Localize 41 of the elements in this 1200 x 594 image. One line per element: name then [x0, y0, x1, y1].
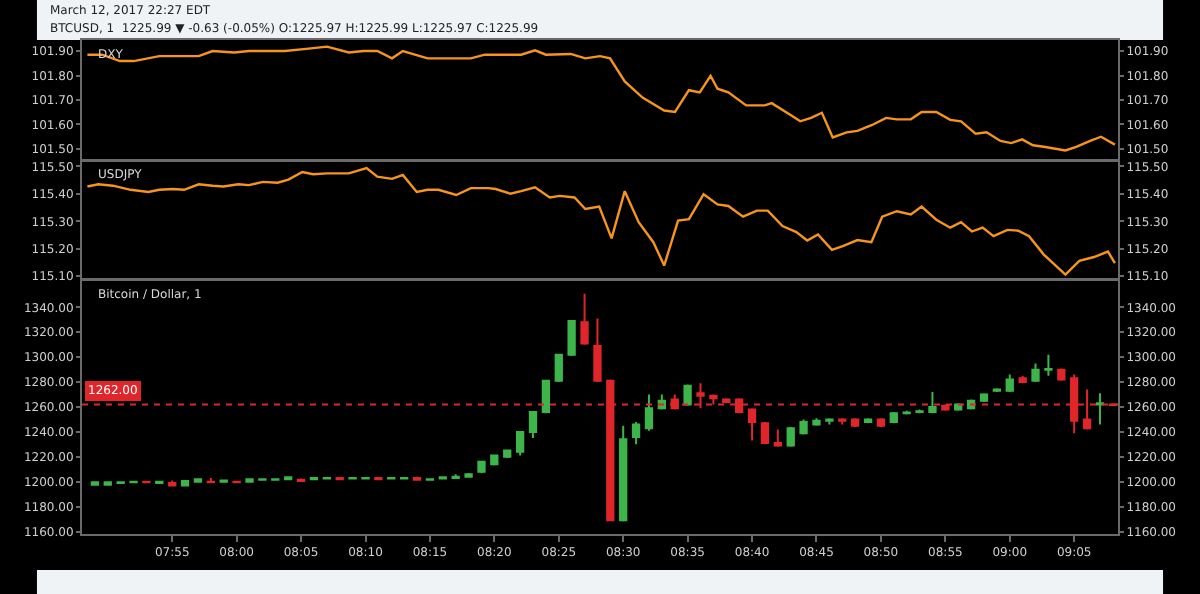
candlestick: [567, 320, 576, 357]
candlestick: [850, 417, 860, 428]
candlestick: [193, 477, 203, 484]
line-series: [86, 166, 1117, 276]
candlestick: [812, 417, 821, 427]
candlestick: [928, 391, 937, 415]
candlestick: [838, 417, 847, 426]
candlestick: [1057, 367, 1066, 382]
candlestick: [619, 424, 628, 523]
candlestick: [90, 481, 100, 487]
candlestick: [245, 477, 254, 484]
candlestick: [683, 383, 692, 407]
candlestick: [477, 460, 486, 474]
candlestick: [580, 292, 589, 346]
candlestick: [644, 393, 654, 432]
candlestick: [219, 478, 228, 484]
candlestick: [773, 428, 782, 448]
candlestick: [863, 417, 873, 425]
candlestick: [593, 317, 602, 384]
candlestick: [516, 430, 525, 457]
candlestick: [876, 417, 886, 428]
candlestick: [825, 417, 834, 426]
line-series: [86, 45, 1117, 152]
candlestick: [1018, 374, 1027, 385]
candlestick: [554, 353, 563, 384]
candlestick: [1031, 362, 1040, 384]
candlestick: [103, 481, 112, 487]
candlestick: [1044, 353, 1053, 377]
candlestick: [528, 410, 538, 440]
candlestick: [760, 420, 770, 446]
candlestick: [1005, 373, 1014, 394]
candlestick: [979, 392, 989, 404]
candlestick: [786, 425, 795, 448]
candlestick: [438, 475, 447, 481]
candlestick: [541, 379, 551, 415]
candlestick: [915, 408, 924, 415]
candlestick: [464, 471, 473, 479]
candlestick: [889, 410, 898, 425]
candlestick: [1095, 392, 1105, 426]
candlestick: [799, 418, 808, 436]
candlestick: [631, 420, 641, 446]
